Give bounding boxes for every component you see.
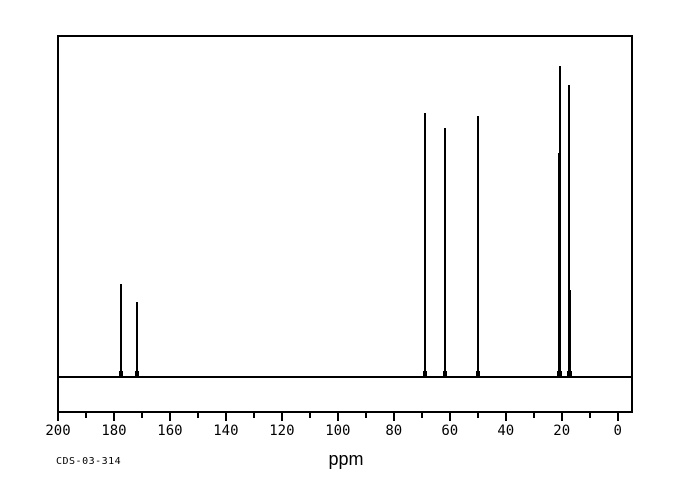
peak-line (443, 128, 446, 377)
sample-id-label: CDS-03-314 (56, 456, 122, 467)
x-axis-tick-label: 0 (613, 423, 622, 439)
x-axis-major-tick (616, 413, 619, 421)
peak-base (442, 371, 447, 377)
peak-line (569, 290, 572, 377)
peak-line (423, 113, 426, 377)
x-axis-major-tick (560, 413, 563, 421)
peak-base (558, 371, 563, 377)
x-axis-minor-tick (84, 413, 87, 418)
peak-line (135, 302, 138, 377)
x-axis-minor-tick (252, 413, 255, 418)
peak-line (476, 116, 479, 377)
x-axis-minor-tick (476, 413, 479, 418)
x-axis-tick-label: 160 (157, 423, 183, 439)
peak-line (559, 66, 562, 377)
x-axis-major-tick (224, 413, 227, 421)
x-axis-tick-label: 120 (269, 423, 295, 439)
x-axis-minor-tick (588, 413, 591, 418)
peak-base (422, 371, 427, 377)
x-axis-minor-tick (308, 413, 311, 418)
x-axis-major-tick (504, 413, 507, 421)
x-axis-major-tick (336, 413, 339, 421)
x-axis-minor-tick (196, 413, 199, 418)
x-axis-major-tick (57, 413, 59, 421)
x-axis-label: ppm (328, 449, 364, 469)
peak-base (475, 371, 480, 377)
x-axis-tick-label: 20 (553, 423, 571, 439)
x-axis-major-tick (392, 413, 395, 421)
peak-base (134, 371, 139, 377)
x-axis-minor-tick (532, 413, 535, 418)
x-axis-minor-tick (364, 413, 367, 418)
peak-line (568, 85, 571, 377)
x-axis-tick-label: 40 (497, 423, 515, 439)
x-axis-tick-label: 100 (325, 423, 351, 439)
x-axis-minor-tick (140, 413, 143, 418)
x-axis-tick-label: 80 (385, 423, 403, 439)
x-axis-major-tick (280, 413, 283, 421)
peak-line (119, 284, 122, 377)
peak-base (568, 371, 573, 377)
x-axis-major-tick (448, 413, 451, 421)
plot-area (57, 35, 633, 413)
x-axis-major-tick (112, 413, 115, 421)
x-axis-minor-tick (420, 413, 423, 418)
x-axis-tick-label: 140 (213, 423, 239, 439)
peak-base (118, 371, 123, 377)
x-axis-major-tick (168, 413, 171, 421)
x-axis-tick-label: 60 (441, 423, 459, 439)
spectrum-baseline (58, 376, 631, 378)
x-axis-tick-label: 180 (101, 423, 127, 439)
x-axis-tick-label: 200 (45, 423, 71, 439)
